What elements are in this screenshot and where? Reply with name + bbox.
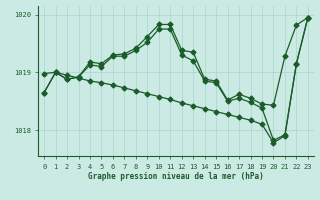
X-axis label: Graphe pression niveau de la mer (hPa): Graphe pression niveau de la mer (hPa) bbox=[88, 172, 264, 181]
